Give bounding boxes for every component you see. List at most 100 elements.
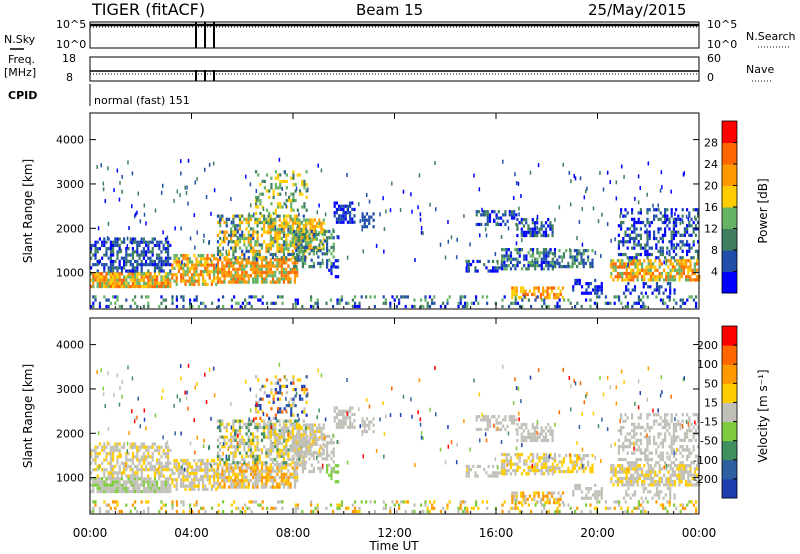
power-pixel [543, 298, 546, 302]
velocity-pixel [285, 439, 288, 443]
power-pixel [245, 274, 248, 278]
power-pixel [507, 264, 510, 268]
power-pixel [533, 227, 537, 231]
power-pixel [169, 281, 172, 285]
velocity-pixel [118, 483, 121, 487]
velocity-pixel [529, 469, 532, 473]
power-pixel [269, 230, 272, 234]
velocity-pixel [245, 422, 248, 426]
power-pixel [487, 259, 490, 264]
power-pixel [310, 265, 313, 269]
velocity-pixel [252, 463, 255, 467]
velocity-pixel [269, 419, 272, 423]
power-pixel [520, 289, 523, 293]
velocity-pixel [308, 457, 311, 461]
power-pixel [177, 269, 180, 274]
power-pixel [90, 272, 93, 276]
power-pixel [335, 211, 338, 215]
power-pixel [276, 173, 280, 177]
power-pixel [107, 281, 110, 285]
velocity-pixel [547, 472, 550, 476]
power-pixel [274, 234, 277, 238]
power-pixel [651, 265, 655, 269]
power-pixel [145, 243, 148, 248]
power-pixel [514, 257, 517, 261]
power-pixel [276, 246, 279, 250]
power-pixel [569, 301, 572, 305]
power-pixel [516, 224, 519, 228]
power-pixel [549, 264, 552, 268]
power-pixel [171, 298, 174, 302]
velocity-pixel [522, 491, 525, 495]
power-pixel [267, 224, 270, 229]
velocity-pixel [567, 470, 570, 474]
velocity-pixel [103, 442, 106, 446]
power-pixel [679, 233, 682, 237]
velocity-pixel [501, 462, 504, 466]
power-pixel [230, 230, 233, 234]
velocity-pixel [616, 476, 619, 481]
power-pixel [536, 217, 539, 222]
power-pixel [419, 217, 422, 222]
power-pixel [225, 256, 228, 260]
power-pixel [514, 264, 517, 268]
velocity-pixel [221, 466, 224, 470]
power-pixel [680, 275, 683, 279]
power-pixel [631, 230, 634, 234]
velocity-pixel [180, 458, 183, 463]
velocity-pixel [243, 461, 246, 465]
velocity-pixel [302, 433, 306, 437]
velocity-pixel [225, 422, 228, 426]
velocity-pixel [219, 441, 222, 446]
power-pixel [609, 180, 612, 185]
velocity-pixel [299, 438, 302, 442]
power-pixel [540, 267, 543, 271]
power-pixel [258, 217, 261, 221]
velocity-pixel [322, 436, 325, 440]
velocity-pixel [545, 469, 548, 473]
power-pixel [265, 256, 268, 260]
velocity-pixel [238, 425, 242, 430]
power-pixel [274, 182, 277, 187]
power-pixel [614, 275, 617, 279]
power-pixel [670, 236, 673, 241]
velocity-pixel [279, 378, 282, 382]
velocity-pixel [330, 441, 333, 445]
velocity-pixel [504, 415, 507, 419]
power-pixel [127, 281, 130, 285]
velocity-pixel [202, 474, 205, 479]
velocity-pixel [297, 460, 300, 464]
power-pixel [297, 236, 300, 240]
power-pixel [332, 304, 335, 309]
velocity-pixel [503, 459, 506, 463]
power-pixel [325, 265, 329, 269]
power-pixel [247, 261, 250, 265]
velocity-pixel [310, 463, 313, 467]
velocity-pixel [223, 469, 226, 473]
power-pixel [644, 249, 647, 253]
velocity-pixel [520, 472, 524, 476]
velocity-pixel [287, 419, 290, 423]
velocity-pixel [569, 457, 572, 461]
velocity-pixel [285, 482, 288, 486]
velocity-pixel [533, 494, 536, 498]
velocity-pixel [515, 494, 518, 498]
velocity-pixel [276, 378, 280, 382]
velocity-pixel [272, 445, 275, 450]
velocity-pixel [524, 497, 527, 502]
power-pixel [637, 252, 640, 257]
power-pixel [542, 289, 545, 293]
power-pixel [620, 227, 623, 231]
velocity-pixel [101, 477, 104, 481]
power-pixel [90, 256, 93, 260]
power-pixel [681, 233, 684, 237]
power-pixel [263, 179, 266, 183]
velocity-pixel [252, 475, 255, 480]
velocity-pixel [548, 491, 551, 495]
velocity-pixel [504, 427, 507, 432]
power-pixel [674, 212, 676, 217]
velocity-pixel [94, 448, 97, 453]
power-pixel [447, 239, 450, 244]
power-pixel [256, 252, 259, 257]
power-pixel [654, 265, 657, 269]
